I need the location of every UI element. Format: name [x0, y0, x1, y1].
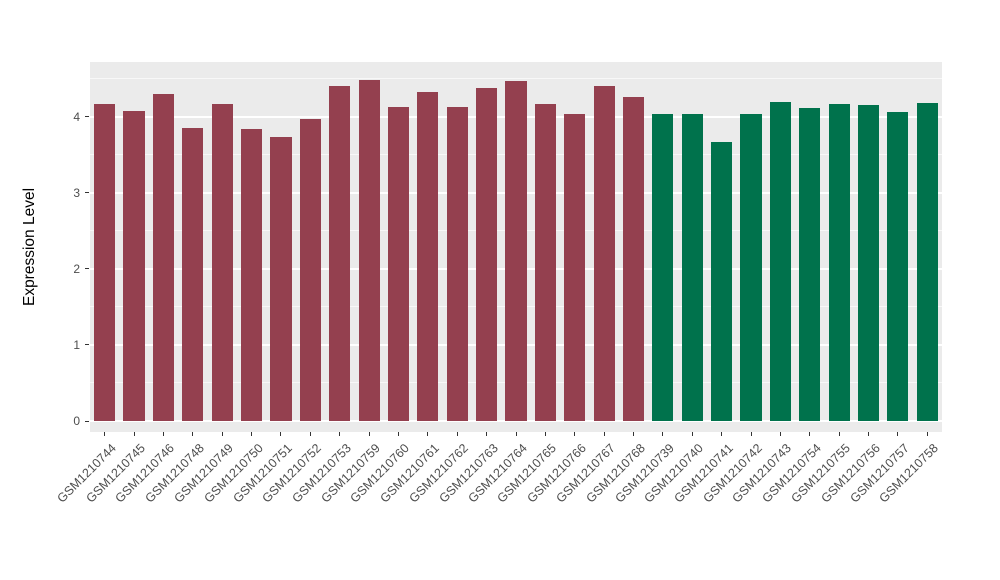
x-axis-tick — [280, 432, 282, 436]
minor-gridline — [90, 77, 942, 79]
bar — [622, 97, 645, 421]
bar — [241, 128, 263, 421]
x-axis-tick — [544, 432, 546, 436]
x-axis-tick — [926, 432, 928, 436]
x-axis-tick — [603, 432, 605, 436]
x-axis-tick — [633, 432, 635, 436]
bar — [417, 91, 439, 421]
x-axis-tick — [574, 432, 576, 436]
y-tick-label: 4 — [73, 109, 80, 124]
bar — [211, 103, 233, 421]
bar — [123, 110, 145, 421]
bar — [387, 106, 410, 421]
x-axis-tick — [897, 432, 899, 436]
y-axis-tick — [85, 344, 89, 346]
bar — [299, 119, 321, 421]
x-axis-tick — [251, 432, 253, 436]
bar — [446, 106, 468, 421]
x-axis-tick — [838, 432, 840, 436]
x-axis-tick — [133, 432, 135, 436]
x-axis-tick — [486, 432, 488, 436]
bar — [828, 103, 850, 421]
major-gridline — [90, 420, 942, 422]
bar — [916, 103, 938, 421]
bar — [329, 86, 351, 421]
x-axis-tick — [104, 432, 106, 436]
y-axis-tick — [85, 420, 89, 422]
x-axis-tick — [368, 432, 370, 436]
x-axis-tick — [691, 432, 693, 436]
bar — [857, 104, 880, 421]
bar — [182, 128, 204, 421]
bar — [799, 108, 821, 421]
x-axis-tick — [221, 432, 223, 436]
x-axis-tick — [868, 432, 870, 436]
bar — [652, 113, 674, 421]
bar — [769, 102, 791, 421]
x-axis-tick — [309, 432, 311, 436]
x-axis-tick — [515, 432, 517, 436]
bar — [94, 103, 116, 421]
bar — [358, 79, 380, 421]
x-axis-tick — [339, 432, 341, 436]
bar — [711, 141, 733, 421]
x-axis-tick — [809, 432, 811, 436]
bar — [564, 113, 586, 421]
y-axis-tick — [85, 192, 89, 194]
bar — [534, 103, 556, 421]
y-tick-label: 3 — [73, 185, 80, 200]
y-axis-title: Expression Level — [21, 187, 38, 307]
bar — [476, 87, 498, 421]
bar — [740, 113, 762, 421]
y-tick-label: 2 — [73, 261, 80, 276]
x-axis-tick — [427, 432, 429, 436]
x-axis-tick — [779, 432, 781, 436]
bar — [270, 136, 292, 421]
x-axis-tick — [456, 432, 458, 436]
bar — [681, 113, 703, 421]
y-tick-label: 0 — [73, 414, 80, 428]
plot-panel — [90, 62, 942, 432]
x-axis-tick — [397, 432, 399, 436]
bar — [887, 112, 909, 421]
y-axis-tick — [85, 268, 89, 270]
bar — [505, 81, 527, 421]
x-axis-tick — [162, 432, 164, 436]
bar — [593, 85, 615, 421]
bar — [152, 93, 174, 421]
y-tick-label: 1 — [73, 337, 80, 352]
x-axis-tick — [721, 432, 723, 436]
y-axis-tick — [85, 116, 89, 118]
x-axis-tick — [662, 432, 664, 436]
x-axis-tick — [750, 432, 752, 436]
x-axis-tick — [192, 432, 194, 436]
